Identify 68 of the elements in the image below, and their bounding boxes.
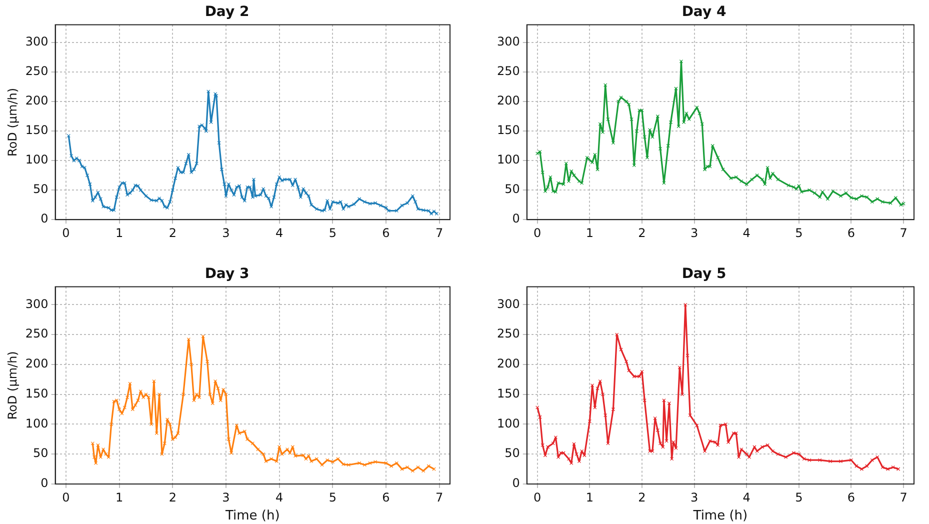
chart-title: Day 3 — [204, 266, 250, 282]
y-tick-label: 50 — [33, 182, 48, 196]
chart-title: Day 5 — [682, 266, 726, 282]
y-tick-label: 300 — [25, 34, 48, 49]
x-tick-label: 3 — [222, 490, 230, 504]
y-tick-label: 300 — [497, 34, 520, 49]
y-tick-label: 0 — [512, 212, 520, 226]
y-tick-label: 200 — [497, 356, 520, 371]
x-tick-label: 1 — [586, 490, 594, 504]
y-tick-label: 150 — [497, 123, 520, 138]
y-tick-label: 250 — [25, 64, 48, 78]
x-tick-label: 1 — [115, 490, 124, 504]
y-tick-label: 0 — [512, 476, 520, 490]
x-tick-label: 2 — [168, 226, 176, 240]
y-tick-label: 50 — [33, 446, 48, 460]
y-tick-label: 100 — [25, 416, 48, 430]
chart-title: Day 4 — [682, 4, 726, 20]
y-tick-label: 0 — [40, 212, 48, 226]
y-tick-label: 200 — [25, 94, 48, 108]
y-tick-label: 50 — [504, 446, 520, 460]
y-tick-label: 50 — [504, 182, 520, 196]
y-tick-label: 100 — [497, 152, 520, 167]
y-tick-label: 150 — [25, 123, 48, 138]
x-tick-label: 2 — [168, 490, 176, 504]
x-tick-label: 6 — [382, 490, 390, 504]
y-tick-label: 250 — [497, 326, 520, 341]
x-axis-title: Time (h) — [224, 508, 280, 524]
y-axis-title: RoD (μm/h) — [5, 351, 20, 420]
x-tick-label: 5 — [328, 226, 336, 240]
x-tick-label: 3 — [222, 226, 230, 240]
x-tick-label: 6 — [847, 490, 856, 504]
x-tick-label: 6 — [382, 226, 390, 240]
x-tick-label: 1 — [115, 226, 124, 240]
x-tick-label: 2 — [638, 226, 646, 240]
x-tick-label: 0 — [62, 490, 70, 504]
x-tick-label: 7 — [436, 490, 444, 504]
y-tick-label: 200 — [497, 94, 520, 108]
x-tick-label: 0 — [534, 490, 542, 504]
x-tick-label: 0 — [534, 226, 542, 240]
y-tick-label: 300 — [25, 296, 48, 311]
y-tick-label: 250 — [25, 326, 48, 341]
x-tick-label: 2 — [638, 490, 646, 504]
y-tick-label: 0 — [40, 476, 48, 490]
y-tick-label: 200 — [25, 356, 48, 371]
x-tick-label: 0 — [62, 226, 70, 240]
x-tick-label: 4 — [742, 490, 750, 504]
x-tick-label: 5 — [795, 226, 803, 240]
x-tick-label: 1 — [586, 226, 594, 240]
x-tick-label: 7 — [900, 490, 908, 504]
y-tick-label: 150 — [497, 386, 520, 400]
x-tick-label: 6 — [847, 226, 856, 240]
y-tick-label: 250 — [497, 64, 520, 78]
x-tick-label: 7 — [900, 226, 908, 240]
x-tick-label: 4 — [742, 226, 750, 240]
y-tick-label: 100 — [25, 152, 48, 167]
y-tick-label: 100 — [497, 416, 520, 430]
x-tick-label: 3 — [690, 226, 698, 240]
x-tick-label: 5 — [328, 490, 336, 504]
x-tick-label: 4 — [276, 490, 284, 504]
x-axis-title: Time (h) — [692, 508, 748, 524]
x-tick-label: 3 — [690, 490, 698, 504]
x-tick-label: 5 — [795, 490, 803, 504]
chart-title: Day 2 — [204, 4, 250, 20]
y-tick-label: 300 — [497, 296, 520, 311]
x-tick-label: 4 — [276, 226, 284, 240]
x-tick-label: 7 — [436, 226, 444, 240]
y-axis-title: RoD (μm/h) — [5, 88, 20, 156]
y-tick-label: 150 — [25, 386, 48, 400]
